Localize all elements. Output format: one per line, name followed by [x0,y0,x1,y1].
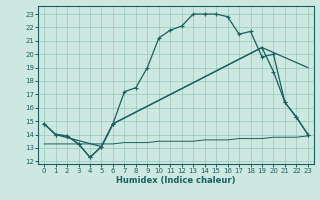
X-axis label: Humidex (Indice chaleur): Humidex (Indice chaleur) [116,176,236,185]
